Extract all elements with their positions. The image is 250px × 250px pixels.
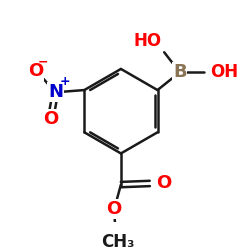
Text: −: − (38, 55, 48, 68)
Text: O: O (43, 110, 59, 128)
Text: CH₃: CH₃ (101, 234, 134, 250)
Text: HO: HO (134, 32, 162, 50)
Text: O: O (156, 174, 172, 192)
Text: +: + (60, 75, 71, 88)
Text: O: O (28, 62, 43, 80)
Text: O: O (106, 200, 122, 218)
Text: OH: OH (210, 63, 238, 81)
Text: N: N (48, 83, 63, 101)
Text: B: B (173, 63, 186, 81)
